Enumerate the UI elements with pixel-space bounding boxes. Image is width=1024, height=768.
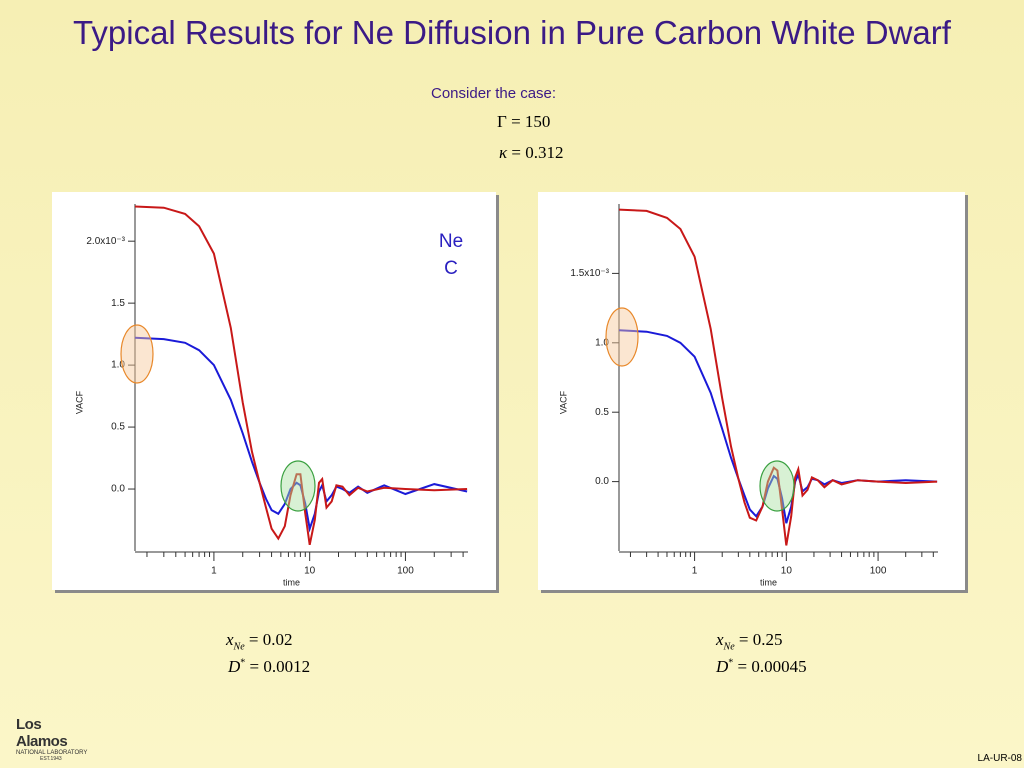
symbol: D <box>716 657 729 676</box>
panel <box>52 192 496 590</box>
legend-entry: Ne <box>439 231 463 252</box>
highlight <box>280 460 316 512</box>
x-tick-label: 10 <box>304 566 316 577</box>
logo-est: EST.1943 <box>40 756 62 762</box>
y-tick-label: 1.0 <box>111 360 125 371</box>
equation: D* = 0.00045 <box>716 657 807 677</box>
series-line <box>134 205 468 546</box>
y-axis-label: VACF <box>558 390 568 414</box>
equation: D* = 0.0012 <box>228 657 310 677</box>
equation: Γ = 150 <box>497 112 550 132</box>
y-tick-label: 0.0 <box>111 484 125 495</box>
eq-rest: = 0.02 <box>248 630 293 649</box>
symbol: x <box>716 630 724 649</box>
footer: LA-UR-08 <box>977 753 1022 764</box>
highlight <box>605 307 639 367</box>
y-tick-label: 0.0 <box>595 476 609 487</box>
legend-entry: C <box>444 258 458 279</box>
symbol: κ <box>499 143 508 162</box>
highlight <box>120 324 154 384</box>
eq-rest: = 0.00045 <box>737 657 807 676</box>
symbol: Γ <box>497 112 507 131</box>
eq-rest: = 0.0012 <box>249 657 311 676</box>
subscript: Ne <box>723 641 735 653</box>
panel <box>538 192 965 590</box>
chart: 0.0 0.5 1.0 1.5x10⁻³ 1 10 100 time VACF <box>558 204 938 587</box>
y-tick-label: 1.5 <box>111 298 125 309</box>
chart: 0.0 0.5 1.0 1.5 2.0x10⁻³ 1 10 100 time VACF Ne C <box>74 204 468 587</box>
x-axis-label: time <box>760 577 777 587</box>
y-tick-label: 0.5 <box>111 422 125 433</box>
slide-title: Typical Results for Ne Diffusion in Pure… <box>73 14 951 51</box>
series-line <box>618 208 938 546</box>
x-tick-label: 1 <box>211 566 217 577</box>
subscript: Ne <box>233 641 245 653</box>
x-tick-label: 100 <box>870 566 887 577</box>
x-tick-label: 10 <box>781 566 793 577</box>
y-tick-label: 1.0 <box>595 337 609 348</box>
eq-rest: = 150 <box>511 112 551 131</box>
x-tick-label: 1 <box>692 566 698 577</box>
equation: κ = 0.312 <box>499 143 564 163</box>
x-tick-label: 100 <box>397 566 414 577</box>
equation: xNe = 0.02 <box>226 630 293 652</box>
y-tick-label: 2.0x10⁻³ <box>86 236 125 247</box>
equation: xNe = 0.25 <box>716 630 783 652</box>
eq-rest: = 0.25 <box>738 630 783 649</box>
superscript: * <box>728 657 734 669</box>
x-axis-label: time <box>283 577 300 587</box>
logo-name: Los Alamos <box>16 716 68 750</box>
logo-sub: NATIONAL LABORATORY <box>16 750 88 756</box>
symbol: x <box>226 630 234 649</box>
symbol: D <box>228 657 241 676</box>
logo: Los Alamos NATIONAL LABORATORY EST.1943 <box>4 716 94 762</box>
y-tick-label: 1.5x10⁻³ <box>570 268 609 279</box>
superscript: * <box>240 657 246 669</box>
eq-rest: = 0.312 <box>511 143 564 162</box>
y-axis-label: VACF <box>74 390 84 414</box>
intro: Consider the case: <box>431 85 557 102</box>
y-tick-label: 0.5 <box>595 407 609 418</box>
highlight <box>759 460 795 512</box>
